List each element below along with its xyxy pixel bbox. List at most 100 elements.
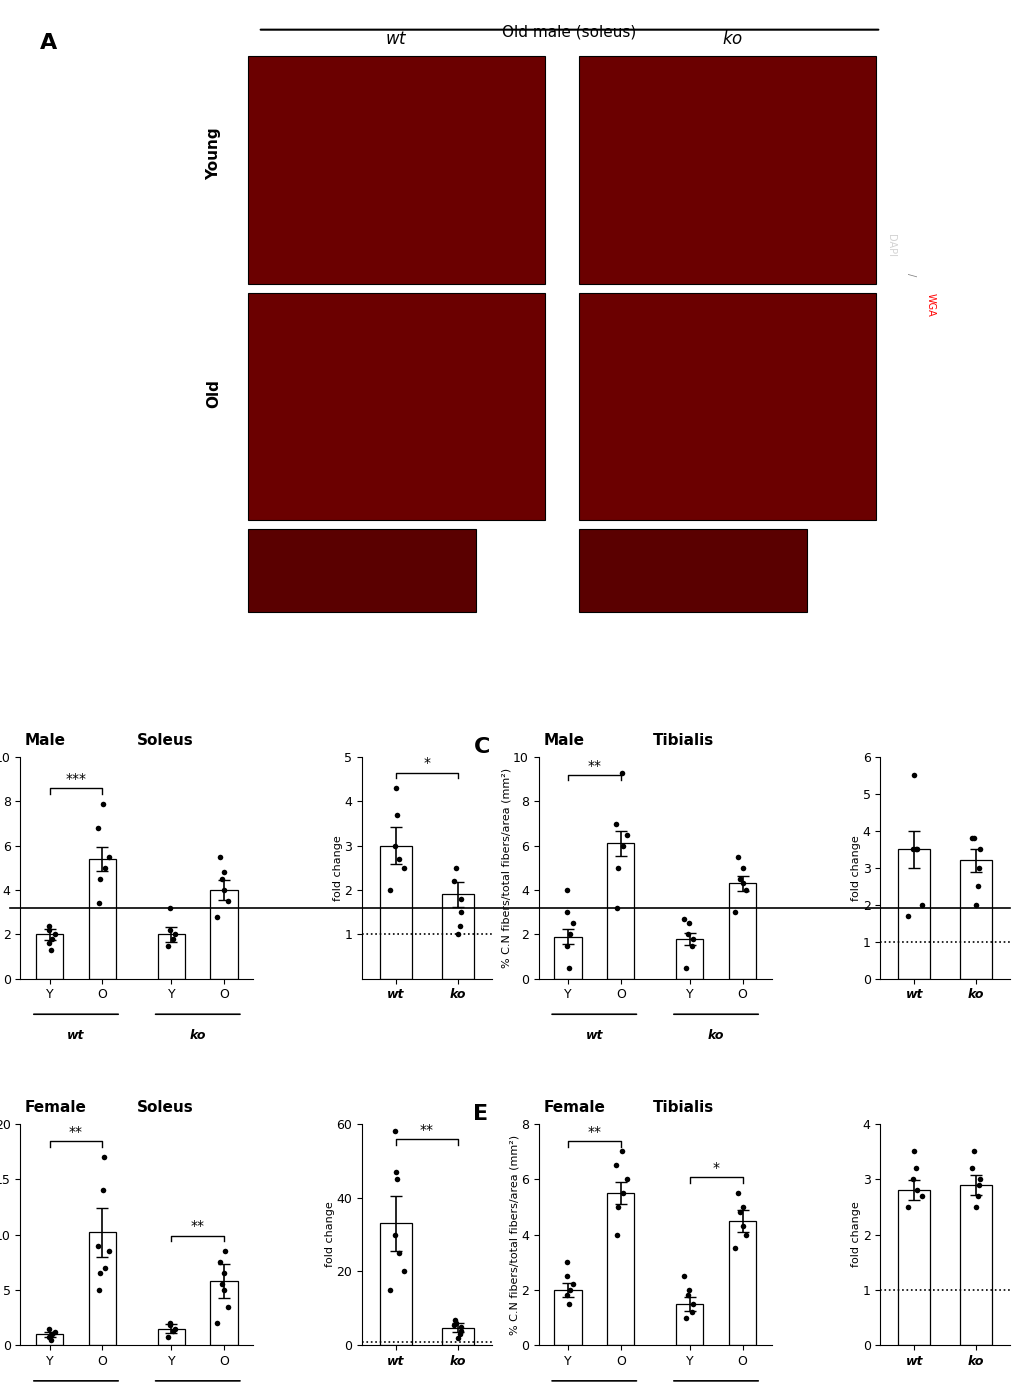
Point xyxy=(565,1273,581,1295)
Text: $wt$: $wt$ xyxy=(385,31,408,49)
Point xyxy=(162,1312,178,1334)
Text: Female: Female xyxy=(543,1100,604,1115)
Text: **: ** xyxy=(191,1219,205,1233)
Point xyxy=(607,1154,624,1176)
Bar xyxy=(606,1193,634,1345)
Point xyxy=(214,1273,230,1295)
Y-axis label: fold change: fold change xyxy=(325,1201,335,1268)
Point xyxy=(41,1318,57,1340)
Point xyxy=(212,1251,228,1273)
Y-axis label: fold change: fold change xyxy=(851,835,860,900)
Point xyxy=(558,1265,575,1287)
Point xyxy=(90,817,106,839)
Point xyxy=(969,1184,985,1207)
Bar xyxy=(959,860,990,979)
Bar xyxy=(728,1221,755,1345)
Point xyxy=(904,1168,920,1190)
Text: /: / xyxy=(905,273,915,276)
Point xyxy=(43,1329,59,1351)
Point xyxy=(685,928,701,950)
Bar xyxy=(728,884,755,979)
Point xyxy=(386,1119,403,1142)
Point xyxy=(390,847,407,870)
Bar xyxy=(380,846,412,979)
Point xyxy=(967,893,983,915)
Point xyxy=(734,872,750,895)
Point xyxy=(676,908,692,931)
Bar xyxy=(579,57,875,284)
Point xyxy=(216,861,232,884)
Point xyxy=(91,892,107,914)
Point xyxy=(209,1312,225,1334)
Text: **: ** xyxy=(587,1125,600,1139)
Point xyxy=(685,1293,701,1315)
Point xyxy=(452,888,469,910)
Point xyxy=(908,838,924,860)
Bar xyxy=(606,843,634,979)
Point xyxy=(558,935,575,957)
Point xyxy=(608,897,625,920)
Text: WGA: WGA xyxy=(925,293,934,316)
Point xyxy=(44,928,60,950)
Bar xyxy=(579,293,875,520)
Point xyxy=(676,1265,692,1287)
Text: Old: Old xyxy=(206,379,221,408)
Text: C: C xyxy=(473,736,489,757)
Point xyxy=(679,924,695,946)
Text: $ko$: $ko$ xyxy=(721,31,743,49)
Point xyxy=(209,906,225,928)
Point xyxy=(159,935,175,957)
Point xyxy=(389,803,406,825)
Point xyxy=(904,838,920,860)
Bar xyxy=(441,895,473,979)
Point xyxy=(167,924,183,946)
Point xyxy=(619,1168,635,1190)
Bar xyxy=(248,57,544,284)
Point xyxy=(734,1215,750,1237)
Point xyxy=(446,1308,463,1330)
Point xyxy=(609,857,626,879)
Point xyxy=(216,879,232,902)
Point xyxy=(395,1261,412,1283)
Point xyxy=(905,1140,921,1162)
Text: wt: wt xyxy=(585,1029,602,1042)
Point xyxy=(92,868,108,890)
Bar xyxy=(36,935,63,979)
Point xyxy=(447,1312,464,1334)
Bar xyxy=(441,1327,473,1345)
Point xyxy=(447,857,464,879)
Point xyxy=(217,1240,233,1262)
Point xyxy=(451,914,468,936)
Point xyxy=(97,857,113,879)
Text: ko: ko xyxy=(707,1029,723,1042)
Point xyxy=(683,935,699,957)
Bar xyxy=(553,1290,581,1345)
Point xyxy=(727,902,743,924)
Point xyxy=(905,764,921,786)
Point xyxy=(734,1196,750,1218)
Point xyxy=(680,1279,696,1301)
Point xyxy=(101,846,117,868)
Text: A: A xyxy=(40,33,57,53)
Point xyxy=(165,928,181,950)
Point xyxy=(91,1279,107,1301)
Point xyxy=(680,913,696,935)
Point xyxy=(678,1307,694,1329)
Point xyxy=(732,868,748,890)
Point xyxy=(41,1326,57,1348)
Point xyxy=(908,1179,924,1201)
Point xyxy=(913,1184,929,1207)
Point xyxy=(214,868,230,890)
Bar xyxy=(380,1223,412,1345)
Point xyxy=(963,827,979,849)
Point xyxy=(907,1157,923,1179)
Text: wt: wt xyxy=(67,1029,85,1042)
Point xyxy=(41,914,57,936)
Point xyxy=(445,1313,462,1336)
Point xyxy=(449,924,466,946)
Point xyxy=(907,838,923,860)
Point xyxy=(560,1293,577,1315)
Point xyxy=(965,827,981,849)
Point xyxy=(162,897,178,920)
Y-axis label: % C.N fibers/total fibers/area (mm²): % C.N fibers/total fibers/area (mm²) xyxy=(510,1135,519,1334)
